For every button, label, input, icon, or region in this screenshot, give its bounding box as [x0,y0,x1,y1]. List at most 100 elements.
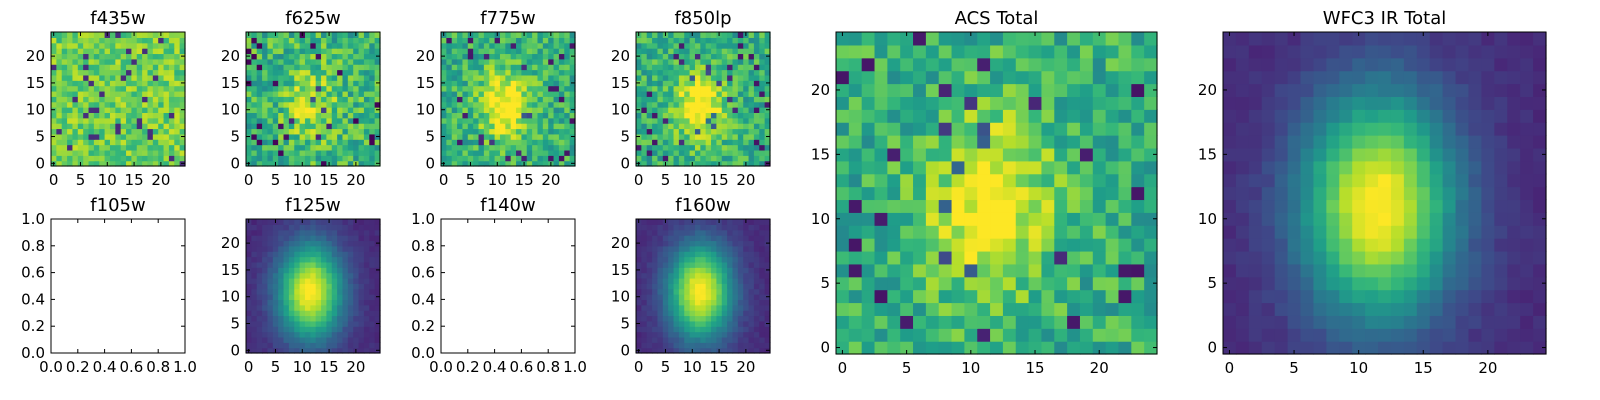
heatmap-cell [1287,238,1302,252]
heatmap-cell [646,48,653,55]
heatmap-cell [1223,160,1237,175]
heatmap-cell [1339,225,1353,239]
heatmap-cell [753,133,760,140]
y-tick-label: 1.0 [411,210,435,228]
heatmap-cell [1144,263,1158,278]
heatmap-cell [505,107,512,113]
heatmap-cell [299,80,306,87]
heatmap-cell [321,80,327,87]
heatmap-cell [256,347,263,354]
heatmap-cell [678,342,685,349]
heatmap-cell [700,64,707,71]
heatmap-cell [505,42,512,49]
heatmap-cell [152,37,159,44]
heatmap-cell [142,128,149,135]
heatmap-cell [451,101,458,108]
heatmap-cell [887,186,901,201]
heatmap-cell [136,128,143,135]
heatmap-cell [694,342,701,349]
heatmap-cell [673,299,680,306]
heatmap-cell [548,69,555,76]
heatmap-cell [764,288,771,295]
heatmap-cell [764,90,771,97]
heatmap-cell [358,112,365,119]
heatmap-cell [1365,96,1379,110]
heatmap-cell [304,261,311,268]
heatmap-cell [251,160,258,167]
heatmap-cell [310,123,317,130]
heatmap-cell [748,69,755,76]
heatmap-cell [246,85,252,92]
heatmap-cell [326,331,333,338]
heatmap-cell [142,53,149,60]
heatmap-cell [753,123,760,130]
panel-title: f850lp [674,8,731,29]
heatmap-cell [764,342,771,349]
heatmap-cell [299,277,306,284]
heatmap-cell [727,112,734,119]
heatmap-cell [288,224,295,231]
heatmap-cell [1300,225,1315,239]
heatmap-cell [104,48,111,55]
y-tick-label: 0.6 [411,264,435,282]
axes-frame [245,218,381,354]
heatmap-cell [964,250,978,265]
heatmap-cell [678,101,685,108]
heatmap-cell [938,122,953,136]
heatmap-cell [321,277,327,284]
heatmap-cell [1015,263,1030,278]
heatmap-cell [938,276,953,291]
heatmap-cell [887,160,901,175]
heatmap-cell [163,107,170,113]
heatmap-cell [678,331,685,338]
heatmap-cell [964,289,978,304]
heatmap-cell [262,42,269,49]
heatmap-cell [179,149,186,156]
heatmap-cell [1105,315,1120,329]
heatmap-cell [505,101,512,108]
y-tick-label: 15 [221,261,240,279]
heatmap-cell [516,53,522,60]
heatmap-cell [887,96,901,110]
heatmap-cell [678,80,685,87]
heatmap-cell [652,37,659,44]
heatmap-cell [304,331,311,338]
heatmap-cell [1235,315,1250,329]
heatmap-cell [72,64,79,71]
heatmap-cell [246,96,252,103]
heatmap-cell [120,117,127,124]
heatmap-cell [646,69,653,76]
heatmap-cell [553,58,560,65]
heatmap-cell [446,101,453,108]
heatmap-cell [294,90,301,97]
heatmap-cell [938,199,953,213]
heatmap-cell [716,96,723,103]
heatmap-cell [505,149,512,156]
heatmap-cell [347,310,354,317]
heatmap-cell [363,245,370,252]
heatmap-cell [283,229,290,236]
heatmap-cell [657,48,664,55]
heatmap-cell [278,32,285,38]
heatmap-cell [516,32,522,38]
heatmap-cell [1339,96,1353,110]
y-tick-label: 5 [425,128,435,146]
heatmap-cell [473,58,480,65]
heatmap-cells [246,32,381,167]
heatmap-cell [748,331,755,338]
heatmap-cell [56,160,63,167]
heatmap-cell [652,90,659,97]
heatmap-cell [977,225,991,239]
heatmap-cell [331,272,338,279]
heatmap-cell [1287,302,1302,316]
heatmap-cell [764,96,771,103]
x-tick-label: 10 [98,171,117,189]
heatmap-cell [358,294,365,300]
heatmap-cell [874,109,888,123]
heatmap-cell [288,123,295,130]
heatmap-cell [700,299,707,306]
heatmap-cell [951,135,965,149]
heatmap-cell [1403,341,1418,355]
heatmap-cell [964,109,978,123]
heatmap-cell [369,123,376,130]
